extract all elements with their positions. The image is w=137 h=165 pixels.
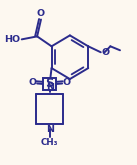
Text: S: S [45,78,54,90]
Text: HO: HO [4,35,20,44]
Text: O: O [63,79,71,87]
Text: N: N [46,83,54,92]
Text: O: O [37,9,45,18]
Text: N: N [46,125,54,134]
Text: O: O [102,48,110,57]
Text: CH₃: CH₃ [41,138,58,148]
Text: O: O [28,79,36,87]
Bar [43,78,56,90]
